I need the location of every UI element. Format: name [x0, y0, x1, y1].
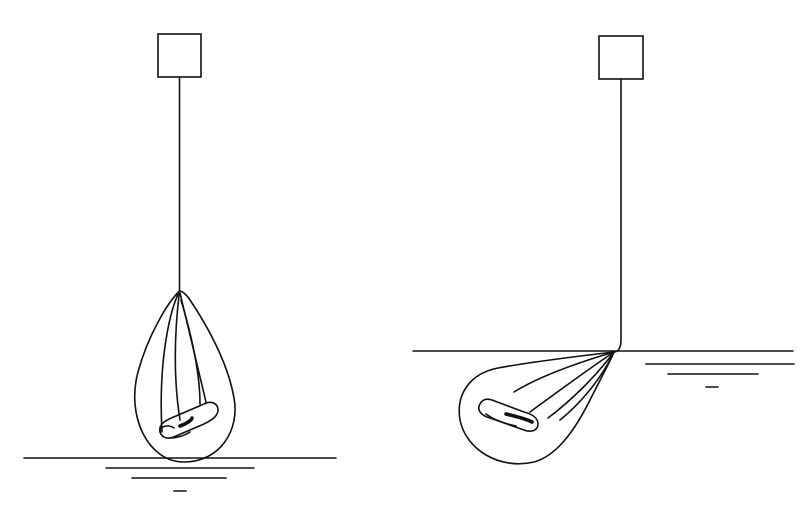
left-ground-symbol: [105, 467, 255, 492]
right-hanger-box: [598, 35, 644, 80]
left-sling-fold-1: [160, 290, 181, 433]
right-load: [477, 398, 539, 432]
right-sling-fold-3: [547, 351, 615, 419]
left-load: [158, 401, 219, 439]
right-sling-fold-1: [513, 351, 615, 393]
left-sling-bag-outer: [133, 290, 236, 463]
right-sling-bag-outer: [458, 351, 615, 465]
right-sling-fold-4: [559, 355, 613, 421]
left-panel: [23, 33, 337, 492]
right-suspension-line: [613, 78, 622, 353]
left-hanger-box: [157, 33, 202, 78]
right-ground-symbol: [645, 363, 795, 388]
left-sling-fold-4: [180, 299, 201, 405]
right-panel: [412, 35, 795, 465]
right-sling-fold-2: [529, 351, 615, 413]
left-sling-fold-2: [174, 290, 181, 421]
